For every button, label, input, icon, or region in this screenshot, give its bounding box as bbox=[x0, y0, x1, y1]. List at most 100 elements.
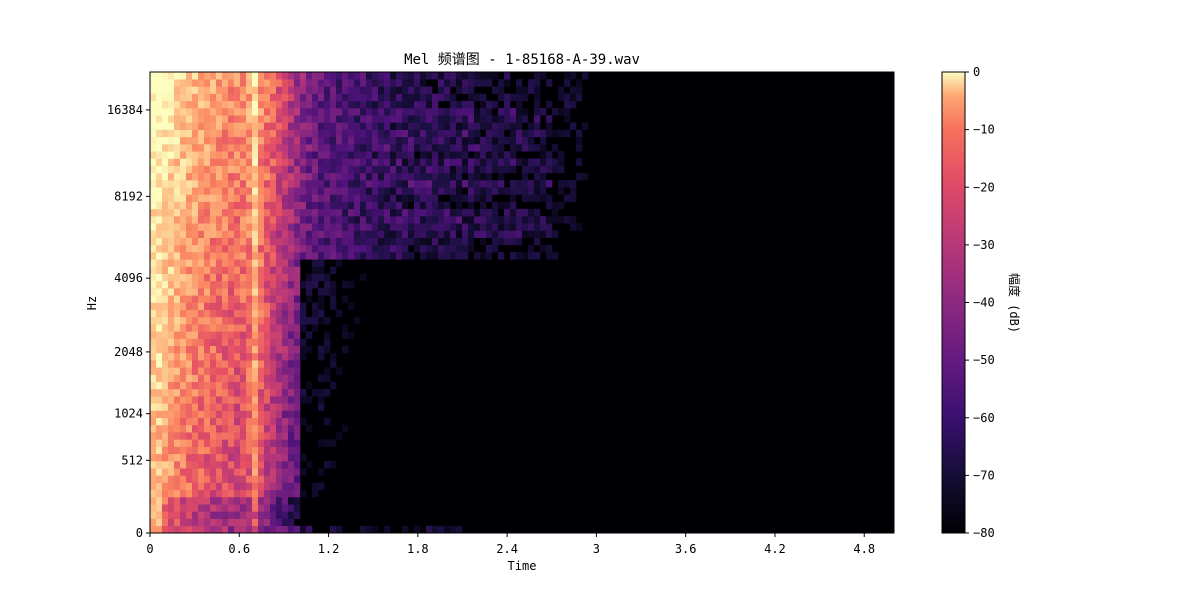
heatmap-cell bbox=[294, 280, 301, 289]
heatmap-cell bbox=[330, 216, 337, 224]
heatmap-cell bbox=[180, 280, 187, 289]
heatmap-cell bbox=[276, 108, 283, 116]
heatmap-cell bbox=[402, 144, 409, 152]
heatmap-cell bbox=[264, 180, 271, 188]
heatmap-cell bbox=[378, 194, 385, 202]
heatmap-cell bbox=[204, 201, 211, 210]
heatmap-cell bbox=[372, 93, 379, 102]
heatmap-cell bbox=[174, 453, 181, 462]
heatmap-cell bbox=[354, 158, 361, 166]
heatmap-cell bbox=[282, 129, 289, 138]
heatmap-cell bbox=[198, 108, 205, 116]
heatmap-cell bbox=[366, 216, 373, 224]
heatmap-cell bbox=[480, 79, 487, 87]
heatmap-cell bbox=[504, 216, 511, 224]
heatmap-cell bbox=[150, 216, 157, 224]
heatmap-cell bbox=[330, 86, 337, 94]
heatmap-cell bbox=[360, 100, 367, 109]
heatmap-cell bbox=[168, 324, 175, 332]
heatmap-cell bbox=[180, 396, 187, 404]
heatmap-cell bbox=[336, 252, 343, 260]
heatmap-cell bbox=[444, 144, 451, 152]
heatmap-cell bbox=[348, 151, 355, 159]
heatmap-cell bbox=[252, 460, 259, 469]
heatmap-cell bbox=[288, 302, 295, 310]
heatmap-cell bbox=[468, 86, 475, 94]
heatmap-cell bbox=[552, 144, 559, 152]
heatmap-cell bbox=[192, 86, 199, 94]
heatmap-cell bbox=[222, 86, 229, 94]
heatmap-cell bbox=[204, 403, 211, 411]
heatmap-cell bbox=[288, 194, 295, 202]
heatmap-cell bbox=[318, 273, 325, 282]
heatmap-cell bbox=[294, 345, 301, 354]
heatmap-cell bbox=[192, 338, 199, 347]
heatmap-cell bbox=[498, 187, 505, 195]
heatmap-cell bbox=[198, 208, 205, 217]
heatmap-cell bbox=[456, 194, 463, 202]
heatmap-cell bbox=[330, 288, 337, 296]
heatmap-cell bbox=[180, 122, 187, 130]
heatmap-cell bbox=[210, 489, 217, 498]
heatmap-cell bbox=[408, 230, 415, 238]
heatmap-cell bbox=[540, 216, 547, 224]
heatmap-cell bbox=[168, 295, 175, 303]
heatmap-cell bbox=[342, 230, 349, 238]
heatmap-cell bbox=[468, 223, 475, 231]
heatmap-cell bbox=[204, 367, 211, 375]
heatmap-cell bbox=[294, 187, 301, 195]
heatmap-cell bbox=[264, 72, 271, 80]
heatmap-cell bbox=[504, 115, 511, 123]
heatmap-cell bbox=[366, 187, 373, 195]
heatmap-cell bbox=[348, 302, 355, 310]
heatmap-cell bbox=[432, 244, 439, 253]
heatmap-cell bbox=[222, 172, 229, 181]
heatmap-cell bbox=[318, 230, 325, 238]
heatmap-cell bbox=[174, 122, 181, 130]
heatmap-cell bbox=[264, 374, 271, 383]
heatmap-cell bbox=[414, 187, 421, 195]
heatmap-cell bbox=[282, 295, 289, 303]
heatmap-cell bbox=[270, 100, 277, 109]
heatmap-cell bbox=[360, 158, 367, 166]
heatmap-cell bbox=[306, 252, 313, 260]
heatmap-cell bbox=[528, 86, 535, 94]
heatmap-cell bbox=[162, 403, 169, 411]
heatmap-cell bbox=[264, 201, 271, 210]
heatmap-cell bbox=[150, 482, 157, 491]
heatmap-cell bbox=[456, 122, 463, 130]
heatmap-cell bbox=[240, 417, 247, 426]
heatmap-cell bbox=[444, 93, 451, 102]
heatmap-cell bbox=[228, 93, 235, 102]
heatmap-cell bbox=[282, 460, 289, 469]
heatmap-cell bbox=[186, 453, 193, 462]
heatmap-cell bbox=[156, 367, 163, 375]
heatmap-cell bbox=[342, 244, 349, 253]
heatmap-cell bbox=[186, 144, 193, 152]
heatmap-cell bbox=[282, 201, 289, 210]
heatmap-cell bbox=[342, 108, 349, 116]
heatmap-cell bbox=[198, 172, 205, 181]
heatmap-cell bbox=[318, 93, 325, 102]
heatmap-cell bbox=[480, 100, 487, 109]
heatmap-cell bbox=[498, 79, 505, 87]
heatmap-cell bbox=[156, 468, 163, 476]
heatmap-cell bbox=[186, 151, 193, 159]
heatmap-cell bbox=[252, 108, 259, 116]
heatmap-cell bbox=[210, 223, 217, 231]
heatmap-cell bbox=[438, 136, 445, 145]
heatmap-cell bbox=[306, 223, 313, 231]
heatmap-cell bbox=[420, 93, 427, 102]
heatmap-cell bbox=[270, 403, 277, 411]
heatmap-cell bbox=[282, 446, 289, 455]
heatmap-cell bbox=[282, 403, 289, 411]
heatmap-cell bbox=[432, 194, 439, 202]
heatmap-cell bbox=[366, 165, 373, 174]
heatmap-cell bbox=[564, 115, 571, 123]
heatmap-cell bbox=[330, 100, 337, 109]
heatmap-cell bbox=[174, 381, 181, 390]
heatmap-cell bbox=[288, 187, 295, 195]
heatmap-cell bbox=[288, 316, 295, 325]
heatmap-cell bbox=[150, 79, 157, 87]
heatmap-cell bbox=[198, 496, 205, 505]
